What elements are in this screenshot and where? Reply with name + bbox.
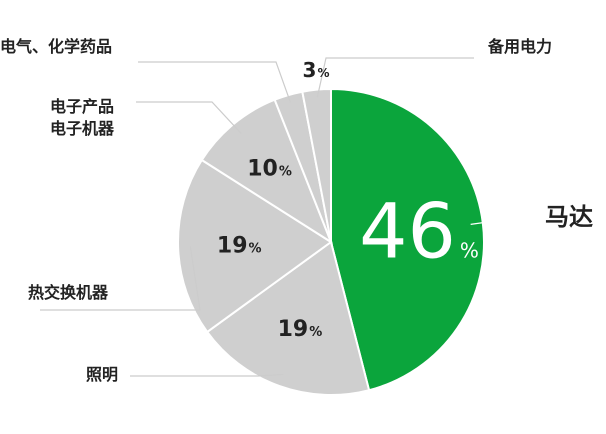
percent-label: 19% xyxy=(217,234,262,259)
category-label: 备用电力 xyxy=(487,37,552,56)
percent-label: 19% xyxy=(278,317,323,342)
category-label: 电子产品 xyxy=(50,97,114,116)
pie-slices xyxy=(177,87,485,396)
leader-lines xyxy=(40,57,531,377)
percent-label: 10% xyxy=(247,156,292,181)
category-label: 热交换机器 xyxy=(28,283,109,302)
percent-labels: 46 % 19% 19% 10% 3% xyxy=(217,58,479,342)
leader-line xyxy=(130,373,284,377)
leader-line xyxy=(40,246,201,311)
category-label: 马达 xyxy=(545,203,593,231)
leader-line xyxy=(316,57,474,98)
category-label: 照明 xyxy=(86,365,118,384)
slice-backup-power xyxy=(301,87,332,243)
percent-label: 46% xyxy=(359,186,479,275)
slice-heat-exchanger xyxy=(177,158,333,334)
leader-line xyxy=(136,101,242,134)
category-label: 电子机器 xyxy=(50,119,115,138)
leader-line xyxy=(470,215,531,225)
leader-line xyxy=(138,61,292,103)
slice-lighting xyxy=(205,240,371,396)
percent-label: 3% xyxy=(303,58,330,82)
category-label: 电气、化学药品 xyxy=(0,37,112,56)
slice-electronics xyxy=(200,98,334,245)
